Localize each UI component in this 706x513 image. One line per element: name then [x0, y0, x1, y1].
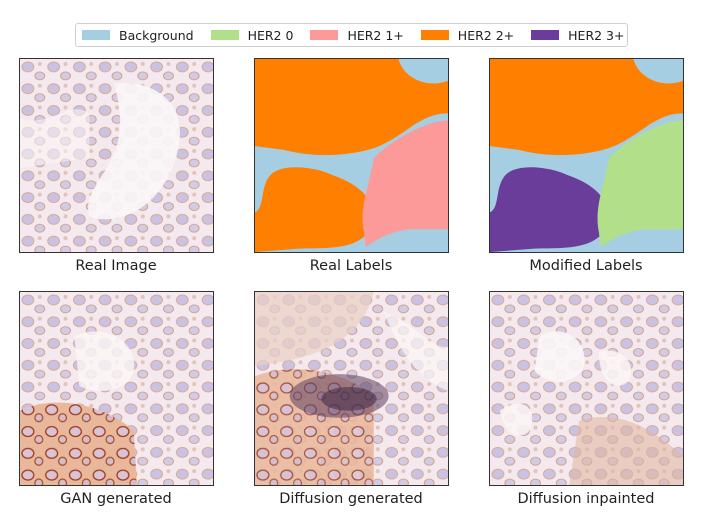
legend-swatch-her2-2plus	[420, 30, 449, 40]
legend-swatch-background	[82, 30, 110, 40]
real-labels-caption: Real Labels	[309, 258, 393, 274]
legend-label: Background	[119, 27, 194, 43]
legend-swatch-her2-3plus	[531, 30, 560, 40]
legend-label: HER2 1+	[347, 27, 404, 43]
modified-labels-caption: Modified Labels	[529, 258, 643, 274]
legend-item-her2-0: HER2 0	[210, 27, 294, 43]
legend-item-her2-2plus: HER2 2+	[420, 27, 515, 43]
gan-generated-panel	[19, 291, 214, 486]
legend-item-her2-1plus: HER2 1+	[310, 27, 404, 43]
legend-swatch-her2-1plus	[310, 30, 339, 40]
real-image-panel	[19, 58, 214, 253]
real-image-caption: Real Image	[75, 258, 157, 274]
gan-generated-caption: GAN generated	[60, 491, 172, 507]
real-labels-panel	[254, 58, 449, 253]
legend-label: HER2 2+	[457, 27, 515, 43]
legend-swatch-her2-0	[210, 30, 239, 40]
diffusion-inpainted-panel	[489, 291, 684, 486]
modified-labels-panel	[489, 58, 684, 253]
diffusion-inpainted-caption: Diffusion inpainted	[517, 491, 655, 507]
legend: Background HER2 0 HER2 1+ HER2 2+ HER2 3…	[75, 23, 628, 47]
diffusion-generated-panel	[254, 291, 449, 486]
diffusion-generated-caption: Diffusion generated	[279, 491, 423, 507]
legend-label: HER2 0	[247, 27, 294, 43]
legend-item-background: Background	[82, 28, 194, 43]
legend-item-her2-3plus: HER2 3+	[531, 28, 624, 43]
legend-label: HER2 3+	[568, 27, 625, 43]
